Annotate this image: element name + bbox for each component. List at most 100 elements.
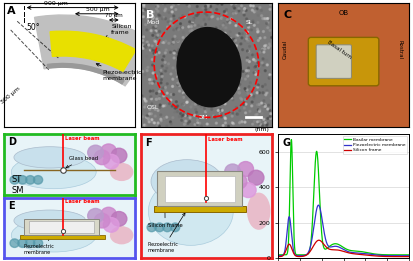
Point bbox=[154, 2, 160, 7]
Point bbox=[176, 83, 183, 87]
Point bbox=[221, 50, 227, 54]
Point bbox=[211, 81, 217, 85]
Point bbox=[229, 75, 235, 79]
Legend: Basilar membrane, Piezoelectric membrane, Silicon frame: Basilar membrane, Piezoelectric membrane… bbox=[343, 137, 407, 154]
Point bbox=[154, 123, 161, 127]
Silicon frame bbox=[332, 248, 337, 251]
Point bbox=[168, 5, 175, 9]
Point bbox=[252, 72, 259, 76]
Point bbox=[229, 121, 236, 125]
Point bbox=[142, 72, 148, 76]
Point bbox=[162, 60, 169, 64]
Point bbox=[198, 37, 205, 41]
Point bbox=[142, 103, 149, 107]
Point bbox=[242, 98, 248, 103]
Point bbox=[243, 102, 249, 106]
Point bbox=[252, 110, 259, 114]
Point bbox=[187, 10, 194, 15]
Point bbox=[180, 72, 186, 76]
Point bbox=[176, 89, 183, 93]
Point bbox=[156, 96, 163, 100]
Point bbox=[156, 95, 163, 99]
Point bbox=[246, 60, 253, 64]
Point bbox=[168, 92, 174, 97]
Point bbox=[237, 42, 244, 46]
Piezoelectric membrane bbox=[326, 245, 331, 248]
Point bbox=[150, 89, 156, 93]
Point bbox=[218, 74, 224, 78]
Point bbox=[190, 19, 196, 23]
Point bbox=[164, 25, 171, 29]
Point bbox=[239, 42, 245, 46]
Point bbox=[244, 40, 251, 44]
Point bbox=[185, 76, 191, 80]
Point bbox=[171, 109, 177, 113]
Point bbox=[251, 63, 257, 67]
Text: C: C bbox=[284, 10, 292, 20]
Point bbox=[221, 26, 228, 30]
Point bbox=[235, 54, 242, 58]
FancyBboxPatch shape bbox=[309, 37, 379, 86]
Point bbox=[240, 102, 247, 106]
Point bbox=[200, 81, 206, 86]
Point bbox=[143, 99, 150, 103]
Point bbox=[171, 34, 178, 38]
Point bbox=[169, 77, 176, 81]
Point bbox=[189, 40, 195, 44]
Point bbox=[223, 40, 229, 44]
Point bbox=[211, 35, 218, 39]
Point bbox=[210, 114, 217, 118]
Point bbox=[207, 65, 214, 69]
Point bbox=[160, 68, 167, 73]
Point bbox=[214, 38, 221, 43]
Point bbox=[219, 51, 225, 55]
Point bbox=[188, 25, 195, 29]
Point bbox=[173, 106, 180, 110]
Point bbox=[221, 39, 227, 43]
Point bbox=[170, 92, 177, 97]
Point bbox=[187, 37, 193, 41]
Point bbox=[176, 115, 183, 119]
Point bbox=[219, 108, 225, 112]
Point bbox=[147, 46, 154, 50]
Point bbox=[227, 53, 234, 57]
Point bbox=[153, 52, 160, 57]
Point bbox=[267, 7, 273, 11]
Point bbox=[193, 78, 200, 82]
Point bbox=[266, 42, 273, 46]
Point bbox=[244, 57, 251, 62]
Point bbox=[249, 122, 256, 126]
Point bbox=[195, 23, 202, 28]
Point bbox=[262, 104, 268, 109]
Point bbox=[248, 28, 255, 32]
Point bbox=[221, 121, 228, 126]
Point bbox=[225, 19, 231, 23]
Point bbox=[190, 17, 197, 22]
Point bbox=[222, 98, 229, 102]
Point bbox=[195, 102, 202, 106]
Point bbox=[182, 60, 189, 64]
Point bbox=[216, 35, 222, 40]
Point bbox=[196, 75, 202, 80]
Point bbox=[204, 109, 211, 113]
Point bbox=[161, 2, 168, 6]
Point bbox=[204, 13, 210, 17]
Point bbox=[194, 118, 201, 122]
Bar bbox=[157, 171, 242, 206]
Piezoelectric membrane bbox=[291, 247, 296, 250]
Point bbox=[177, 111, 184, 116]
Circle shape bbox=[18, 239, 27, 247]
Point bbox=[237, 24, 244, 28]
Point bbox=[160, 57, 167, 61]
Point bbox=[198, 66, 205, 70]
Ellipse shape bbox=[110, 163, 133, 181]
Point bbox=[267, 44, 273, 48]
Point bbox=[220, 46, 227, 50]
Bar bbox=[20, 235, 104, 239]
Point bbox=[186, 20, 193, 24]
Point bbox=[221, 9, 228, 14]
Point bbox=[161, 17, 168, 21]
Point bbox=[224, 38, 230, 42]
Point bbox=[255, 61, 261, 65]
Point bbox=[186, 5, 193, 9]
